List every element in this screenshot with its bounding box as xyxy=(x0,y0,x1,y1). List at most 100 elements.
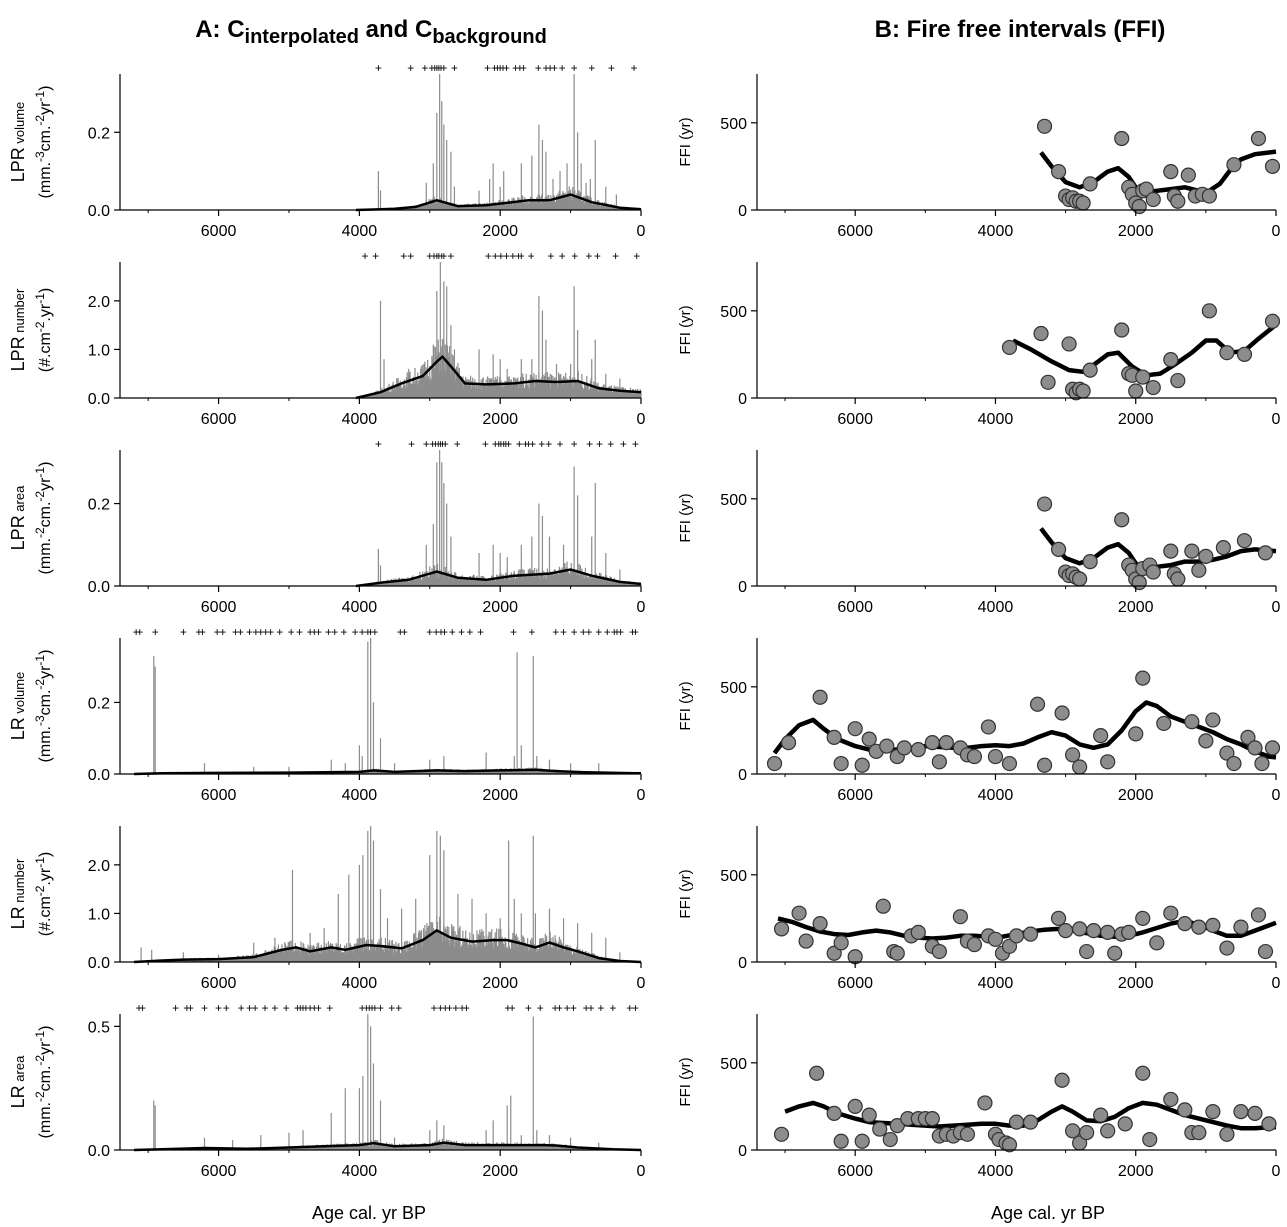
peak-marker: + xyxy=(585,249,592,263)
peak-marker: + xyxy=(315,625,322,639)
panel-a3: + + + ++++++ + + ++++++ + +++ + + + + + + + + +6000 4000 20… xyxy=(8,437,646,616)
y-tick-label: 0.0 xyxy=(88,579,110,596)
ffi-point xyxy=(862,732,876,746)
ffi-point xyxy=(810,1066,824,1080)
panel-b5: 6000 4000 2000 00500FFI (yr) xyxy=(677,826,1281,992)
peak-marker: + xyxy=(288,625,295,639)
peak-marker: + xyxy=(510,625,517,639)
ffi-point xyxy=(1115,513,1129,527)
ffi-point xyxy=(1171,572,1185,586)
ffi-point xyxy=(1164,1092,1178,1106)
ffi-point xyxy=(862,1108,876,1122)
y-axis-units: (mm.-3cm.-2yr-1) xyxy=(33,86,54,199)
peak-marker: + xyxy=(528,625,535,639)
ffi-point xyxy=(1157,716,1171,730)
y-tick-label: 2.0 xyxy=(88,294,110,311)
x-tick-label: 6000 xyxy=(201,787,237,804)
y-tick-label: 0 xyxy=(738,391,747,408)
x-tick-label: 2000 xyxy=(482,787,518,804)
peak-marker: + xyxy=(586,437,593,451)
ffi-point xyxy=(1132,200,1146,214)
ffi-point xyxy=(1101,755,1115,769)
x-tick-label: 2000 xyxy=(1118,1163,1154,1180)
y-axis-label: LR number xyxy=(8,858,28,929)
ffi-point xyxy=(782,736,796,750)
panel-a1: + + + ++++++ + + +++++ +++ + +++ + + + + +6000 4000 2000… xyxy=(8,61,646,240)
ffi-point xyxy=(1199,549,1213,563)
ffi-point xyxy=(813,690,827,704)
ffi-point xyxy=(1101,1124,1115,1138)
ffi-point xyxy=(1248,741,1262,755)
ffi-point xyxy=(1076,384,1090,398)
peak-marker: + xyxy=(352,625,359,639)
ffi-point xyxy=(1094,729,1108,743)
peak-marker: + xyxy=(375,61,382,75)
x-tick-label: 6000 xyxy=(201,1163,237,1180)
ffi-point xyxy=(890,946,904,960)
peak-marker: + xyxy=(296,625,303,639)
ffi-point xyxy=(1010,929,1024,943)
x-tick-label: 4000 xyxy=(342,223,378,240)
ffi-point xyxy=(1185,715,1199,729)
y-tick-label: 0.0 xyxy=(88,203,110,220)
ffi-point xyxy=(1192,1126,1206,1140)
peak-marker: + xyxy=(545,437,552,451)
peak-marker: + xyxy=(632,1001,639,1015)
ffi-point xyxy=(775,1127,789,1141)
ffi-point xyxy=(1115,132,1129,146)
x-tick-label: 0 xyxy=(1272,787,1281,804)
ffi-point xyxy=(1052,542,1066,556)
ffi-point xyxy=(925,1112,939,1126)
peak-marker: + xyxy=(395,1001,402,1015)
ffi-point xyxy=(1083,555,1097,569)
ffi-point xyxy=(1136,671,1150,685)
ffi-point xyxy=(834,1134,848,1148)
peak-marker: + xyxy=(633,249,640,263)
ffi-point xyxy=(967,938,981,952)
ffi-point xyxy=(1185,544,1199,558)
ffi-point xyxy=(1010,1115,1024,1129)
ffi-point xyxy=(1073,572,1087,586)
peak-marker: + xyxy=(276,625,283,639)
peak-marker: + xyxy=(518,249,525,263)
y-tick-label: 0.0 xyxy=(88,391,110,408)
peak-marker: + xyxy=(407,61,414,75)
peak-marker: + xyxy=(571,625,578,639)
y-axis-label: FFI (yr) xyxy=(677,1057,694,1106)
peak-marker: + xyxy=(372,249,379,263)
ffi-point xyxy=(1248,1106,1262,1120)
ffi-point xyxy=(1251,132,1265,146)
ffi-point xyxy=(827,730,841,744)
ffi-point xyxy=(1062,337,1076,351)
y-axis-units: (mm.-2cm.-2yr-1) xyxy=(33,1026,54,1139)
ffi-point xyxy=(855,1134,869,1148)
peak-marker: + xyxy=(180,625,187,639)
x-tick-label: 6000 xyxy=(837,223,873,240)
y-tick-label: 0 xyxy=(738,1143,747,1160)
ffi-point xyxy=(1206,918,1220,932)
y-tick-label: 0 xyxy=(738,579,747,596)
y-tick-label: 0.0 xyxy=(88,1143,110,1160)
y-tick-label: 500 xyxy=(720,1056,747,1073)
ffi-point xyxy=(1265,159,1279,173)
y-axis-label: FFI (yr) xyxy=(677,681,694,730)
peak-marker: + xyxy=(283,1001,290,1015)
ffi-point xyxy=(1202,304,1216,318)
peak-marker: + xyxy=(608,61,615,75)
peak-marker: + xyxy=(560,625,567,639)
x-tick-label: 4000 xyxy=(978,411,1014,428)
ffi-point xyxy=(873,1122,887,1136)
peak-marker: + xyxy=(477,625,484,639)
ffi-point xyxy=(792,906,806,920)
peak-marker: + xyxy=(440,61,447,75)
peak-marker: + xyxy=(570,1001,577,1015)
x-tick-label: 4000 xyxy=(978,599,1014,616)
peak-marker: + xyxy=(401,625,408,639)
x-tick-label: 4000 xyxy=(342,411,378,428)
x-tick-label: 4000 xyxy=(978,787,1014,804)
panel-a2: + + + + ++++++ + + +++ +++ + + + + + + + +6000 4000 2000 00… xyxy=(8,249,646,428)
ffi-point xyxy=(1146,381,1160,395)
x-tick-label: 2000 xyxy=(1118,411,1154,428)
peak-marker: + xyxy=(326,1001,333,1015)
